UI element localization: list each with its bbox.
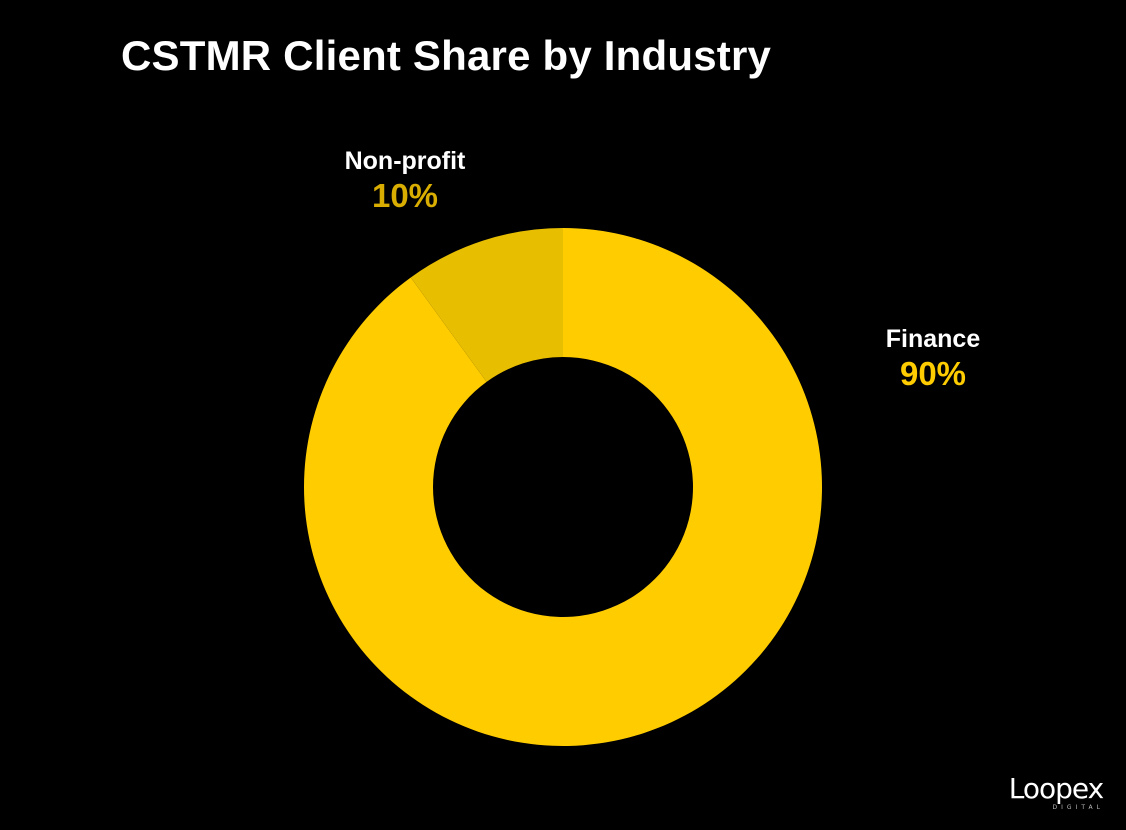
- category-label-finance: Finance: [885, 325, 981, 353]
- slices-group: [303, 228, 822, 746]
- logo-subtext: DIGITAL: [1052, 804, 1104, 811]
- slice-label-nonprofit: Non-profit 10%: [320, 146, 490, 216]
- donut-slice-non-profit: [410, 228, 563, 382]
- logo-wordmark: Loopex: [1008, 772, 1104, 805]
- percent-label-nonprofit: 10%: [371, 177, 439, 214]
- category-label-nonprofit: Non-profit: [344, 147, 466, 175]
- slice-label-finance: Finance 90%: [860, 324, 1006, 394]
- loopex-logo: Loopex DIGITAL: [1004, 774, 1108, 818]
- donut-slice-finance: [303, 228, 822, 746]
- percent-label-finance: 90%: [899, 355, 967, 392]
- chart-title: CSTMR Client Share by Industry: [121, 32, 772, 79]
